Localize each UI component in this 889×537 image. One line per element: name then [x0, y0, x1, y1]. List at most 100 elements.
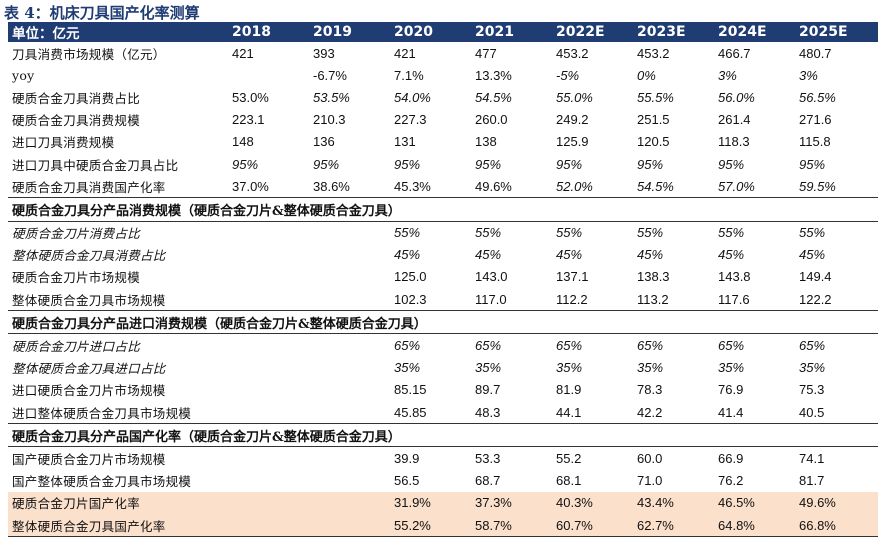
cell-value: 45.85	[394, 404, 427, 420]
cell-value: 40.3%	[552, 491, 633, 514]
year-header: 2020	[390, 22, 471, 42]
cell-value: 55.0%	[556, 89, 593, 105]
row-label: 刀具消费市场规模（亿元）	[12, 46, 166, 62]
localization-rate-table: 单位：亿元 2018 2019 2020 2021 2022E 2023E 20…	[8, 22, 878, 537]
cell-value: 53.3	[475, 450, 501, 466]
cell-value: 54.5%	[475, 89, 512, 105]
cell-value: 56.5	[394, 473, 420, 489]
table-row: 国产硬质合金刀片市场规模 39.9 53.3 55.2 60.0 66.9 74.1	[8, 447, 878, 470]
cell-value: 13.3%	[475, 67, 512, 83]
cell-value: 81.9	[556, 382, 582, 398]
cell-value	[228, 221, 309, 244]
cell-value: 480.7	[799, 45, 832, 61]
cell-value: 66.9	[718, 450, 744, 466]
cell-value: 138	[475, 134, 497, 150]
cell-value	[309, 334, 390, 357]
table-row: 硬质合金刀片进口占比 65% 65% 65% 65% 65% 65%	[8, 334, 878, 357]
cell-value: 148	[232, 134, 254, 150]
section-header-row: 硬质合金刀具分产品国产化率（硬质合金刀片&整体硬质合金刀具）	[8, 423, 878, 448]
cell-value	[309, 266, 390, 288]
cell-value: 39.9	[394, 450, 420, 466]
cell-value: 35%	[475, 360, 502, 376]
cell-value: 49.6%	[795, 491, 878, 514]
cell-value: 95%	[232, 156, 259, 172]
cell-value: 65%	[394, 338, 421, 354]
cell-value: 55.2%	[390, 513, 471, 537]
cell-value: 71.0	[637, 473, 663, 489]
cell-value: 143.0	[475, 269, 508, 285]
cell-value: 45%	[718, 247, 745, 263]
cell-value: 117.6	[718, 291, 750, 307]
cell-value: 113.2	[637, 291, 669, 307]
cell-value: 7.1%	[394, 67, 424, 83]
cell-value: 65%	[718, 338, 745, 354]
cell-value: 48.3	[475, 404, 501, 420]
cell-value	[228, 513, 309, 537]
cell-value: 55.2	[556, 450, 582, 466]
table-row: 进口整体硬质合金刀具市场规模 45.85 48.3 44.1 42.2 41.4 40.5	[8, 401, 878, 424]
cell-value: 65%	[475, 338, 502, 354]
table-row: 进口刀具消费规模 148 136 131 138 125.9 120.5 118.3 115.8	[8, 131, 878, 153]
cell-value: 55%	[394, 225, 421, 241]
cell-value: 421	[232, 45, 254, 61]
row-label: 硬质合金刀具消费国产化率	[12, 179, 166, 195]
row-label: 国产硬质合金刀片市场规模	[12, 451, 166, 467]
cell-value: 76.2	[718, 473, 744, 489]
section-header-row: 硬质合金刀具分产品进口消费规模（硬质合金刀片&整体硬质合金刀具）	[8, 310, 878, 335]
cell-value: 54.5%	[637, 178, 674, 194]
cell-value	[228, 357, 309, 379]
cell-value: 55%	[637, 225, 664, 241]
year-header: 2024E	[714, 22, 795, 42]
cell-value: 31.9%	[390, 491, 471, 514]
year-header: 2018	[228, 22, 309, 42]
cell-value: 46.5%	[714, 491, 795, 514]
cell-value: 137.1	[556, 269, 589, 285]
cell-value	[309, 379, 390, 401]
row-label: 硬质合金刀片消费占比	[12, 226, 141, 242]
row-label: 进口硬质合金刀片市场规模	[12, 383, 166, 399]
row-label: 整体硬质合金刀具进口占比	[12, 361, 166, 377]
cell-value	[228, 64, 309, 86]
cell-value: 44.1	[556, 404, 582, 420]
cell-value: 58.7%	[471, 513, 552, 537]
row-label: 硬质合金刀片进口占比	[12, 339, 141, 355]
section-title: 硬质合金刀具分产品消费规模（硬质合金刀片&整体硬质合金刀具）	[8, 197, 878, 222]
cell-value: 40.5	[799, 404, 825, 420]
cell-value: 453.2	[556, 45, 589, 61]
cell-value: 131	[394, 134, 416, 150]
cell-value: 35%	[556, 360, 583, 376]
year-header: 2021	[471, 22, 552, 42]
cell-value: 75.3	[799, 382, 825, 398]
table-row: 进口刀具中硬质合金刀具占比 95% 95% 95% 95% 95% 95% 95% 95%	[8, 153, 878, 175]
cell-value: 52.0%	[556, 178, 593, 194]
cell-value: 95%	[718, 156, 745, 172]
cell-value: 0%	[637, 67, 656, 83]
row-label: 硬质合金刀片国产化率	[8, 491, 228, 514]
year-header: 2023E	[633, 22, 714, 42]
cell-value: 118.3	[718, 134, 750, 150]
row-label: 整体硬质合金刀具国产化率	[8, 513, 228, 537]
cell-value	[309, 357, 390, 379]
cell-value: 227.3	[394, 112, 427, 128]
cell-value: 65%	[556, 338, 583, 354]
cell-value: 271.6	[799, 112, 832, 128]
year-header: 2022E	[552, 22, 633, 42]
cell-value: 3%	[799, 67, 818, 83]
cell-value: 35%	[718, 360, 745, 376]
cell-value: 45%	[637, 247, 664, 263]
cell-value	[228, 379, 309, 401]
cell-value: 89.7	[475, 382, 501, 398]
cell-value: 95%	[313, 156, 340, 172]
cell-value: 115.8	[799, 134, 831, 150]
cell-value: 45%	[475, 247, 502, 263]
cell-value	[228, 244, 309, 266]
cell-value	[309, 288, 390, 311]
cell-value: 55%	[718, 225, 745, 241]
cell-value: 421	[394, 45, 416, 61]
cell-value: 125.9	[556, 134, 589, 150]
cell-value: 74.1	[799, 450, 825, 466]
header-row: 单位：亿元 2018 2019 2020 2021 2022E 2023E 20…	[8, 22, 878, 42]
cell-value: 78.3	[637, 382, 663, 398]
cell-value: 38.6%	[313, 178, 350, 194]
cell-value: 136	[313, 134, 335, 150]
